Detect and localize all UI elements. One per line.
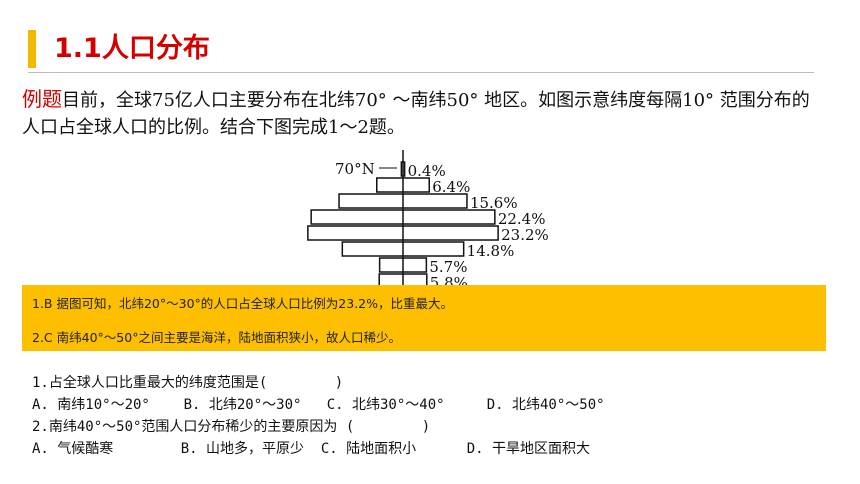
example-tag: 例题 <box>22 87 62 111</box>
question-1: 1.占全球人口比重最大的纬度范围是( ) <box>32 375 344 391</box>
answer-1: 1.B 据图可知，北纬20°～30°的人口占全球人口比例为23.2%，比重最大。 <box>32 296 453 311</box>
bar-label-2: 15.6% <box>470 194 518 212</box>
title-accent-bar <box>28 30 36 68</box>
question-text: 目前，全球75亿人口主要分布在北纬70° ～南纬50° 地区。如图示意纬度每隔1… <box>22 90 810 138</box>
title-divider <box>28 72 814 73</box>
question-1-options: A. 南纬10°～20° B. 北纬20°～30° C. 北纬30°～40° D… <box>32 397 605 413</box>
population-latitude-chart: 70°N 0.4%6.4%15.6%22.4%23.2%14.8%5.7%5.8… <box>307 150 549 288</box>
bar-label-6: 5.7% <box>429 258 467 276</box>
bar-label-0: 0.4% <box>408 162 446 180</box>
axis-label-70n: 70°N <box>335 160 375 178</box>
answer-2: 2.C 南纬40°～50°之间主要是海洋，陆地面积狭小，故人口稀少。 <box>32 330 401 345</box>
bar-label-7: 5.8% <box>430 274 468 288</box>
bar-label-1: 6.4% <box>432 178 470 196</box>
page-title: 1.1人口分布 <box>54 33 210 64</box>
question-paragraph: 例题目前，全球75亿人口主要分布在北纬70° ～南纬50° 地区。如图示意纬度每… <box>22 86 822 141</box>
question-2-options: A. 气候酷寒 B. 山地多，平原少 C. 陆地面积小 D. 干旱地区面积大 <box>32 441 591 457</box>
question-2: 2.南纬40°～50°范围人口分布稀少的主要原因为 ( ) <box>32 419 431 435</box>
question-list: 1.占全球人口比重最大的纬度范围是( ) A. 南纬10°～20° B. 北纬2… <box>32 372 822 460</box>
bar-label-4: 23.2% <box>501 226 549 244</box>
bar-label-3: 22.4% <box>498 210 546 228</box>
answer-box: 1.B 据图可知，北纬20°～30°的人口占全球人口比例为23.2%，比重最大。… <box>22 285 826 351</box>
bar-label-5: 14.8% <box>467 242 515 260</box>
